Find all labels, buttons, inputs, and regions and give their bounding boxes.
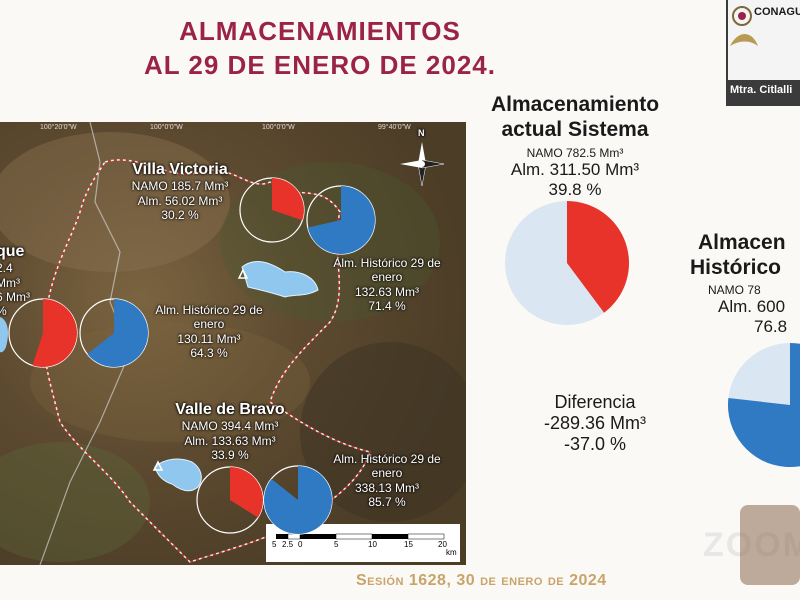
valle-de-bravo-info: Valle de Bravo NAMO 394.4 Mm³ Alm. 133.6…: [150, 400, 310, 462]
participant-name: Mtra. Citlalli: [730, 84, 793, 96]
historico-title-line2: Histórico: [690, 256, 782, 280]
scale-bar: [276, 533, 445, 540]
historico-pie-value-slice: [728, 343, 800, 467]
satellite-map: 100°20'0"W 100°0'0"W 100°0'0"W 99°40'0"W…: [0, 122, 466, 565]
conagua-emblem-icon: [730, 6, 758, 46]
reservoir-namo: NAMO 185.7 Mm³: [131, 179, 229, 194]
reservoir-alm: Alm. 133.63 Mm³: [184, 433, 276, 448]
portrait-image: [740, 505, 800, 585]
historico-namo: NAMO 78: [708, 283, 761, 298]
hist-label: enero: [371, 466, 403, 481]
scale-label: 0: [298, 540, 303, 549]
historico-pct: 76.8: [754, 317, 788, 337]
reservoir-alm: 6 Mm³: [0, 289, 30, 304]
scale-label: 20: [438, 540, 447, 549]
el-bosque-info: que 2.4 Mm³ 6 Mm³ %: [0, 242, 36, 319]
scale-labels: 5 2.5 0 5 10 15 20 km: [266, 540, 460, 557]
villa-victoria-historic: Alm. Histórico 29 de enero 132.63 Mm³ 71…: [312, 256, 462, 314]
north-arrow-icon: [400, 142, 445, 187]
reservoir-pct: 30.2 %: [161, 207, 199, 222]
north-label: N: [418, 128, 425, 138]
reservoir-name: que: [0, 243, 25, 260]
reservoir-name: Villa Victoria: [132, 161, 228, 178]
reservoir-namo: NAMO 394.4 Mm³: [181, 419, 279, 434]
map-coordinate: 100°20'0"W: [40, 124, 77, 131]
sistema-block: Almacenamiento actual Sistema NAMO 782.5…: [470, 92, 680, 200]
hist-value: 132.63 Mm³: [354, 284, 420, 299]
hist-value: 130.11 Mm³: [177, 331, 241, 346]
reservoir-namo: 2.4 Mm³: [0, 261, 20, 290]
map-coordinate: 99°40'0"W: [378, 124, 411, 131]
sistema-alm: Alm. 311.50 Mm³: [510, 160, 640, 180]
diferencia-block: Diferencia -289.36 Mm³ -37.0 %: [500, 392, 690, 455]
reservoir-alm: Alm. 56.02 Mm³: [137, 193, 223, 208]
sistema-title-line1: Almacenamiento: [490, 93, 660, 116]
video-tile[interactable]: CONAGUA Mtra. Citlalli: [726, 0, 800, 106]
hist-label: Alm. Histórico 29 de: [333, 452, 441, 466]
sistema-pie-value-slice: [567, 200, 629, 313]
dam-marker-icon: [237, 268, 249, 279]
scale-label: 2.5: [282, 540, 294, 549]
sistema-pie: [505, 200, 629, 325]
hist-label: Alm. Histórico 29 de: [333, 256, 441, 270]
hist-pct: 64.3 %: [190, 346, 228, 361]
el-bosque-historic: Alm. Histórico 29 de enero 130.11 Mm³ 64…: [134, 303, 284, 361]
scale-label: 10: [368, 540, 377, 549]
map-coordinate: 100°0'0"W: [150, 124, 183, 131]
hist-value: 338.13 Mm³: [354, 480, 420, 495]
historico-pie: [728, 343, 800, 467]
hist-label: enero: [193, 317, 225, 332]
villa-victoria-info: Villa Victoria NAMO 185.7 Mm³ Alm. 56.02…: [110, 160, 250, 222]
scale-label: 5: [334, 540, 339, 549]
slide-title-line1: ALMACENAMIENTOS: [179, 16, 461, 46]
historico-title-line1: Almacen: [698, 231, 786, 254]
hist-label: enero: [371, 270, 403, 285]
sistema-namo: NAMO 782.5 Mm³: [526, 146, 624, 161]
sistema-title: Almacenamiento actual Sistema: [470, 92, 680, 142]
diferencia-label: Diferencia: [554, 392, 636, 412]
historico-alm: Alm. 600: [718, 297, 786, 317]
map-coordinate: 100°0'0"W: [262, 124, 295, 131]
session-footer: Sesión 1628, 30 de enero de 2024: [356, 572, 607, 589]
historico-title: Almacen Histórico: [690, 230, 800, 280]
diferencia-value: -289.36 Mm³: [543, 413, 647, 433]
sistema-pie-remaining-slice: [505, 201, 629, 325]
reservoir-pct: 33.9 %: [211, 447, 249, 462]
org-name: CONAGUA: [754, 6, 800, 18]
sistema-title-line2: actual Sistema: [501, 118, 649, 142]
conagua-logo: CONAGUA: [728, 0, 800, 80]
historico-pie-remaining-slice: [728, 343, 800, 467]
historico-block: Almacen Histórico NAMO 78 Alm. 600 76.8: [690, 230, 800, 337]
hist-label: Alm. Histórico 29 de: [155, 303, 263, 317]
sistema-pct: 39.8 %: [548, 180, 602, 200]
valle-de-bravo-historic: Alm. Histórico 29 de enero 338.13 Mm³ 85…: [312, 452, 462, 510]
scale-unit: km: [446, 548, 457, 557]
dam-marker-icon: [152, 460, 164, 471]
diferencia-pct: -37.0 %: [563, 434, 627, 454]
reservoir-pct: %: [0, 304, 36, 318]
hist-pct: 85.7 %: [368, 495, 406, 510]
reservoir-name: Valle de Bravo: [175, 401, 285, 418]
slide-title-line2: AL 29 DE ENERO DE 2024.: [144, 50, 496, 80]
scale-label: 15: [404, 540, 413, 549]
scale-label: 5: [272, 540, 277, 549]
hist-pct: 71.4 %: [368, 299, 406, 314]
